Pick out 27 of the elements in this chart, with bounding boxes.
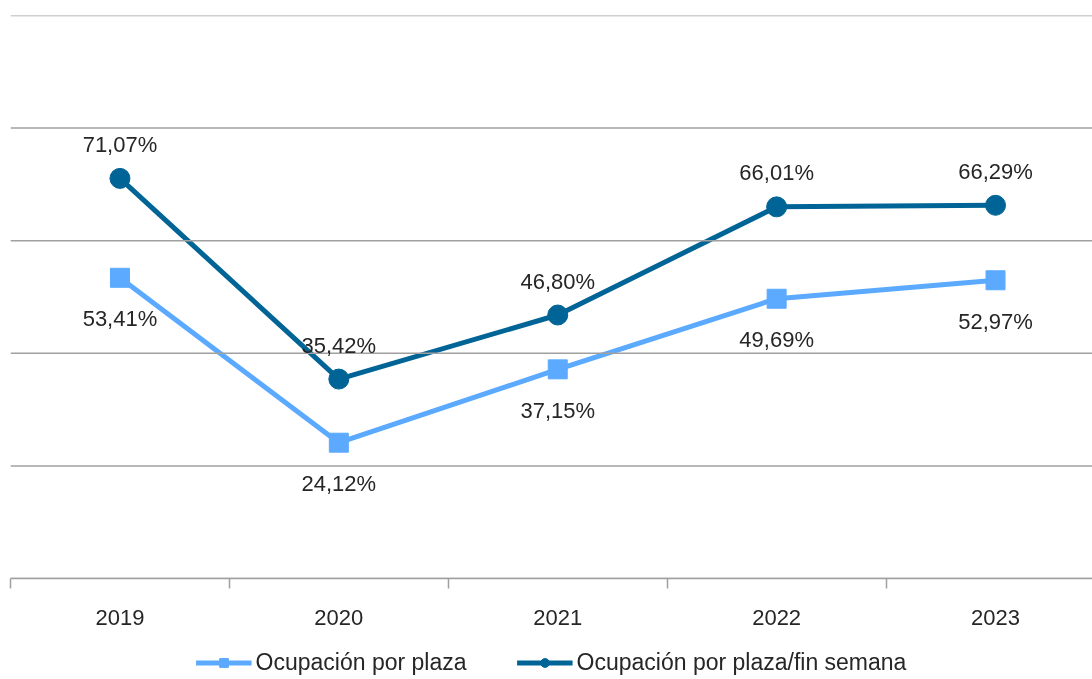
point [766,196,788,218]
data-label: 49,69% [739,327,814,353]
data-label: 71,07% [82,131,158,157]
legend-label: Ocupación por plaza [255,648,467,676]
point [985,194,1007,216]
point [547,359,568,380]
x-tick-label: 2021 [533,604,583,630]
x-tick-label: 2023 [971,604,1021,630]
data-label: 66,01% [739,160,814,186]
point [985,270,1006,291]
x-tick-label: 2020 [314,604,364,630]
point [109,267,130,288]
data-label: 46,80% [520,268,596,294]
data-label: 24,12% [301,471,377,497]
data-label: 37,15% [520,397,596,423]
point [766,288,787,309]
data-label: 52,97% [958,308,1033,334]
point [328,432,349,453]
legend-label: Ocupación por plaza/fin semana [576,648,907,676]
point [109,167,131,189]
x-tick-label: 2022 [752,604,802,630]
data-label: 53,41% [82,306,158,332]
x-tick-label: 2019 [95,604,145,630]
point [328,368,350,390]
data-label: 66,29% [958,158,1033,184]
data-label: 35,42% [301,332,377,358]
point [547,304,569,326]
